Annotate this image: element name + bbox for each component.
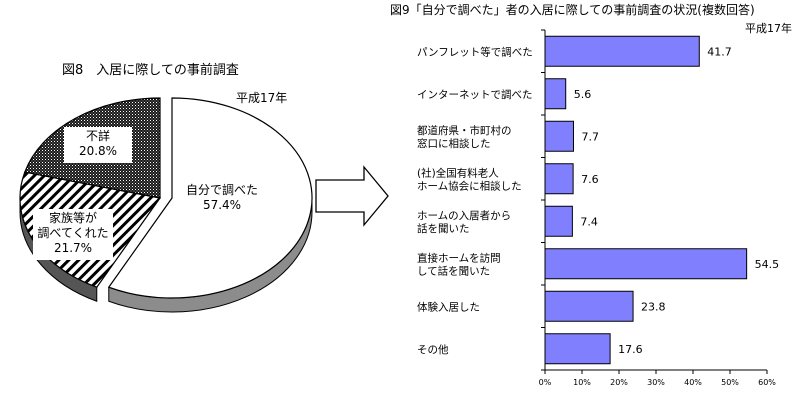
bar <box>544 205 573 237</box>
category-label: 窓口に相談した <box>417 137 491 150</box>
bar <box>544 120 574 152</box>
pie-title: 図8 入居に際しての事前調査 <box>62 62 239 78</box>
pie-slice-label: 自分で調べた <box>186 183 258 197</box>
category-label: ホームの入居者から <box>417 210 511 222</box>
pie-slice-label: 57.4% <box>203 198 241 212</box>
bar-value-label: 23.8 <box>641 300 666 313</box>
bar-value-label: 17.6 <box>618 343 643 356</box>
bar-plot: 0% 10% 20% 30% 40% 50% 60% 41.7 パンフレット等で調べた 5.6 イン… <box>417 29 780 387</box>
bar-value-label: 7.7 <box>581 130 599 143</box>
category-label: パンフレット等で調べた <box>417 45 533 58</box>
category-label: して話を聞いた <box>417 264 490 277</box>
pie-year-label: 平成17年 <box>236 91 287 105</box>
bar <box>544 78 567 110</box>
bar-value-label: 7.6 <box>581 173 599 186</box>
pie-slice-label: 21.7% <box>54 241 92 255</box>
pie-slice-label: 不詳 <box>86 128 110 143</box>
x-tick-label: 40% <box>684 378 702 387</box>
bar <box>544 333 611 365</box>
x-tick-label: 30% <box>647 378 665 387</box>
pie-label-box <box>64 127 132 163</box>
x-tick-label: 0% <box>539 378 552 387</box>
category-label: インターネットで調べた <box>417 88 533 101</box>
bar-title: 図9「自分で調べた」者の入居に際しての事前調査の状況(複数回答) <box>390 2 755 17</box>
bar <box>544 248 748 280</box>
bar-chart: 図9「自分で調べた」者の入居に際しての事前調査の状況(複数回答) 平成17年 0… <box>390 2 792 387</box>
category-label: 直接ホームを訪問 <box>417 251 501 264</box>
x-tick-label: 10% <box>573 378 591 387</box>
bar-value-label: 7.4 <box>580 215 598 228</box>
bar <box>544 35 700 67</box>
bar <box>544 163 574 195</box>
category-label: ホーム協会に相談した <box>417 179 522 192</box>
category-label: その他 <box>417 343 449 356</box>
pie-slice-label: 家族等が <box>49 210 97 225</box>
bar <box>544 290 634 322</box>
arrow-icon <box>315 165 389 227</box>
bar-value-label: 5.6 <box>574 88 592 101</box>
bar-value-label: 54.5 <box>755 258 780 271</box>
category-label: 話を聞いた <box>417 222 470 235</box>
category-label: 体験入居した <box>417 300 480 313</box>
category-label: (社)全国有料老人 <box>417 166 499 179</box>
pie-slice <box>107 97 313 299</box>
pie-slice-label: 調べてくれた <box>37 226 108 240</box>
pie-slice-label: 20.8% <box>79 144 117 158</box>
bar-year-label: 平成17年 <box>745 21 792 35</box>
category-label: 都道府県・市町村の <box>417 124 512 137</box>
pie-label-box <box>33 209 113 260</box>
x-tick-label: 50% <box>721 378 739 387</box>
bar-value-label: 41.7 <box>707 45 732 58</box>
x-tick-label: 60% <box>758 378 776 387</box>
x-tick-label: 20% <box>610 378 628 387</box>
